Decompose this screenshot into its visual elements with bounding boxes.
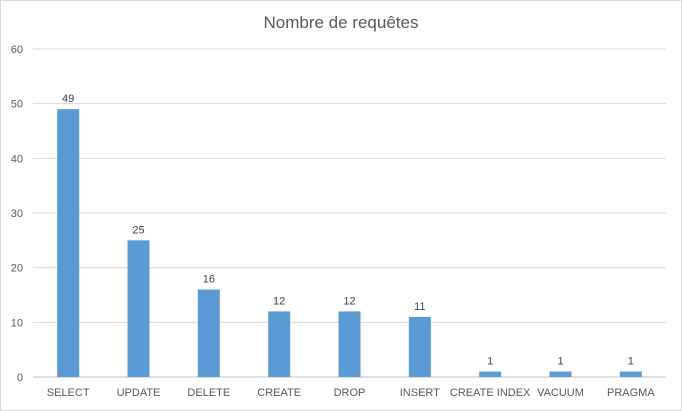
- bar: [57, 109, 80, 377]
- bar: [197, 289, 220, 377]
- chart-title: Nombre de requêtes: [263, 13, 419, 32]
- y-tick-label: 30: [11, 208, 23, 220]
- x-tick-label: SELECT: [47, 387, 90, 399]
- bar: [408, 316, 431, 377]
- x-tick-label: CREATE INDEX: [450, 387, 531, 399]
- x-tick-label: PRAGMA: [607, 387, 655, 399]
- x-tick-label: DELETE: [187, 387, 230, 399]
- data-label: 1: [487, 356, 493, 368]
- x-tick-label: UPDATE: [117, 387, 161, 399]
- data-label: 12: [273, 295, 285, 307]
- data-label: 12: [343, 295, 355, 307]
- data-label: 49: [62, 93, 74, 105]
- bar: [268, 311, 291, 377]
- x-tick-label: DROP: [334, 387, 366, 399]
- y-tick-label: 0: [17, 372, 23, 384]
- data-label: 11: [414, 301, 425, 313]
- x-tick-label: INSERT: [400, 387, 440, 399]
- y-tick-label: 20: [11, 263, 23, 275]
- bar: [479, 371, 502, 377]
- bar: [619, 371, 642, 377]
- y-tick-label: 50: [11, 99, 23, 111]
- x-tick-label: CREATE: [257, 387, 301, 399]
- bar: [338, 311, 361, 377]
- data-label: 1: [557, 356, 563, 368]
- y-tick-label: 10: [11, 317, 23, 329]
- y-tick-label: 40: [11, 153, 23, 165]
- bar: [127, 240, 150, 377]
- bar: [549, 371, 572, 377]
- data-label: 16: [203, 274, 215, 286]
- y-tick-label: 60: [11, 44, 23, 56]
- data-label: 1: [628, 356, 634, 368]
- x-tick-label: VACUUM: [537, 387, 584, 399]
- data-label: 25: [132, 224, 144, 236]
